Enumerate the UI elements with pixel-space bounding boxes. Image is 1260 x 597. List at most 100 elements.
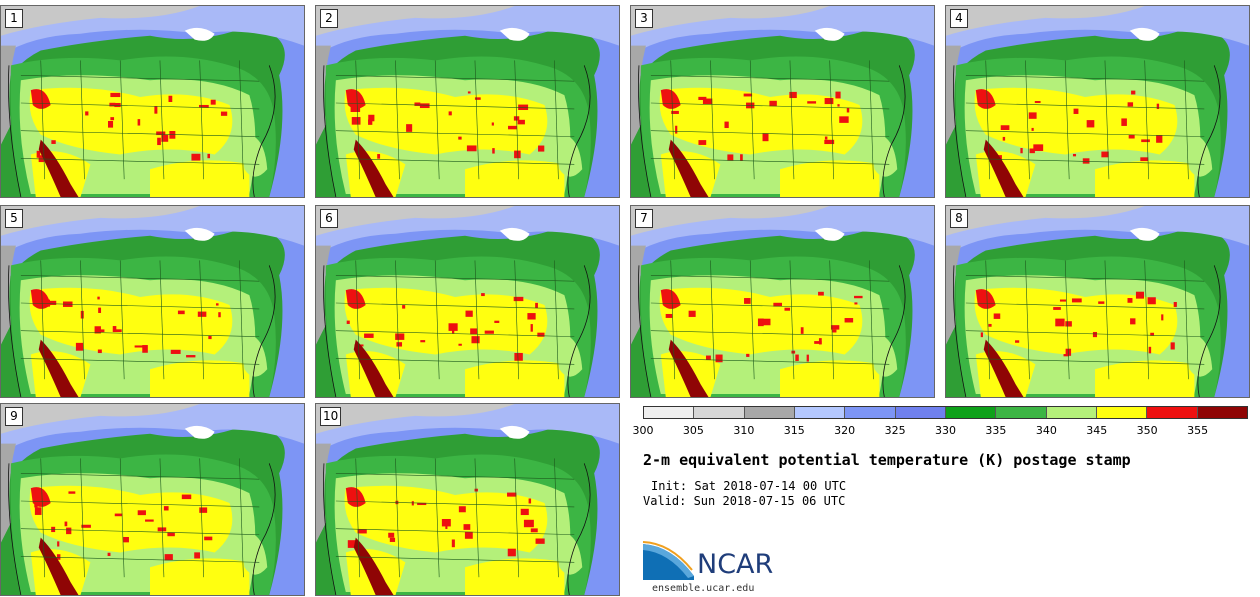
hot-spot: [163, 506, 169, 511]
hot-spot: [481, 293, 485, 297]
hot-spot: [844, 318, 854, 323]
colorbar-tick-label: 355: [1187, 424, 1209, 437]
hot-spot: [675, 125, 678, 134]
stamp-panel-7: 7: [630, 205, 935, 398]
lake: [499, 227, 530, 241]
hot-spot: [137, 510, 146, 516]
hot-spot: [795, 354, 799, 361]
hot-spot: [1131, 90, 1136, 95]
state-border: [335, 472, 575, 480]
warm-region: [554, 334, 583, 377]
hot-spot: [197, 311, 207, 317]
hot-spot: [824, 139, 835, 145]
state-border: [869, 260, 874, 380]
hot-spot: [199, 507, 208, 513]
hot-spot: [458, 136, 462, 140]
hot-spot: [68, 491, 76, 494]
state-border: [965, 330, 1205, 337]
state-border: [710, 260, 715, 380]
hot-spot: [993, 313, 1001, 319]
state-border: [514, 458, 519, 578]
hot-spot: [520, 508, 529, 516]
state-border: [1025, 260, 1030, 380]
hot-spot: [698, 140, 707, 145]
state-border: [20, 358, 260, 365]
hot-spot: [1071, 298, 1082, 303]
hot-spot: [157, 527, 167, 532]
colorbar-tick-label: 350: [1136, 424, 1158, 437]
state-border: [355, 260, 361, 380]
hot-spot: [528, 498, 532, 504]
state-border: [20, 102, 260, 110]
map-field: [1, 206, 304, 397]
hot-spot: [34, 507, 42, 515]
hot-spot: [181, 494, 192, 500]
hot-spot: [30, 289, 51, 309]
valid-time: Valid: Sun 2018-07-15 06 UTC: [643, 494, 846, 508]
hot-spot: [508, 125, 517, 130]
coastline: [8, 265, 22, 397]
hot-spot: [507, 492, 517, 497]
colorbar: [643, 406, 1248, 419]
hot-spot: [458, 343, 462, 346]
hot-spot: [368, 114, 375, 122]
state-border: [239, 60, 244, 180]
coastline: [323, 463, 337, 595]
state-border: [199, 458, 204, 578]
hot-spot: [107, 552, 111, 557]
hot-spot: [535, 538, 545, 544]
warm-region: [554, 532, 583, 575]
hot-spot: [660, 89, 681, 109]
hot-spot: [368, 119, 373, 125]
lake: [499, 27, 530, 41]
state-border: [335, 330, 575, 337]
hot-spot: [1121, 118, 1127, 126]
hot-spot: [1128, 134, 1135, 139]
hot-spot: [396, 342, 403, 347]
hot-spot: [706, 355, 711, 360]
stamp-panel-5: 5: [0, 205, 305, 398]
hot-spot: [769, 100, 777, 107]
hot-spot: [800, 327, 804, 334]
stamp-label: 3: [635, 9, 653, 28]
colorbar-segment: [1046, 407, 1097, 418]
warm-region: [239, 134, 268, 177]
state-border: [710, 60, 715, 180]
hot-spot: [762, 133, 769, 142]
state-border: [335, 158, 575, 165]
hot-spot: [1147, 297, 1156, 305]
hot-spot: [665, 313, 673, 318]
colorbar-tick-label: 315: [783, 424, 805, 437]
hot-spot: [1055, 318, 1065, 327]
figure-title: 2-m equivalent potential temperature (K)…: [643, 451, 1131, 469]
cold-region: [1, 206, 200, 236]
hot-spot: [218, 312, 221, 318]
state-border: [829, 60, 834, 180]
hot-spot: [1086, 120, 1095, 128]
cold-region: [1, 404, 200, 434]
coastline: [882, 65, 906, 197]
cold-region: [631, 206, 830, 236]
state-border: [650, 302, 890, 310]
colorbar-tick-label: 330: [935, 424, 956, 437]
hot-spot: [727, 154, 734, 161]
hot-spot: [465, 310, 473, 317]
hot-spot: [1141, 139, 1150, 143]
hot-spot: [345, 487, 366, 507]
state-border: [20, 500, 260, 508]
hot-spot: [530, 324, 533, 332]
state-border: [650, 74, 890, 82]
hot-spot: [762, 318, 771, 326]
hot-spot: [1173, 301, 1177, 307]
hot-spot: [351, 117, 361, 125]
hot-spot: [535, 302, 538, 309]
hot-spot: [85, 111, 89, 116]
stamp-label: 10: [320, 407, 342, 426]
hot-spot: [347, 540, 357, 548]
hot-spot: [364, 333, 374, 338]
hot-spot: [1053, 307, 1061, 310]
ncar-swoosh-icon: [642, 541, 694, 580]
desert-strip: [38, 139, 79, 197]
state-border: [554, 260, 559, 380]
lake: [814, 227, 845, 241]
